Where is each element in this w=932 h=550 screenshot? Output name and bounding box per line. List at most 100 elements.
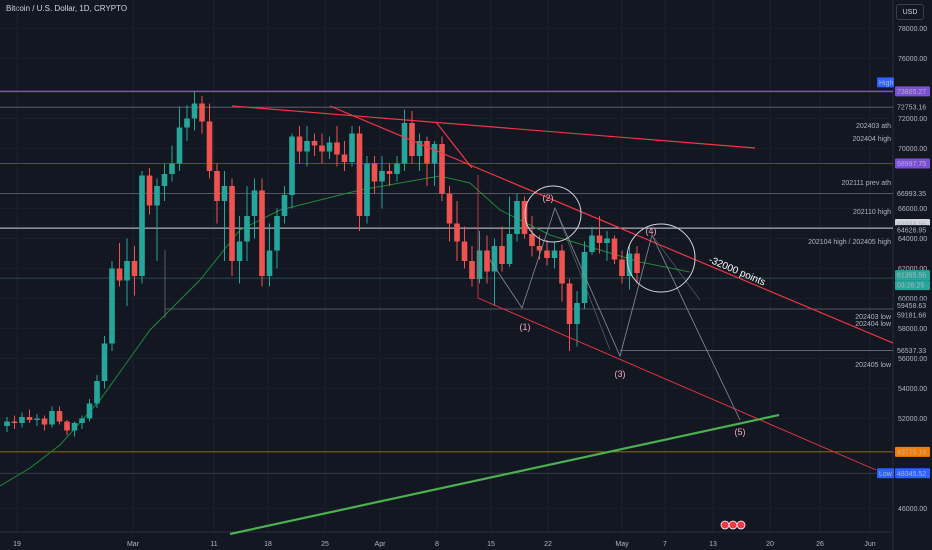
candle — [64, 420, 70, 435]
support-trendline — [229, 413, 780, 536]
candle — [604, 231, 610, 261]
candle — [619, 250, 625, 284]
x-tick-label: 25 — [321, 541, 329, 548]
candle — [139, 171, 145, 284]
candle — [634, 246, 640, 284]
wave-label: (2) — [543, 193, 554, 203]
candle — [191, 91, 198, 131]
candle-body — [529, 234, 535, 246]
candle-body — [169, 163, 175, 174]
candle — [544, 240, 550, 266]
candle — [499, 226, 505, 272]
candle — [454, 201, 460, 261]
candle — [364, 156, 370, 224]
candle — [221, 171, 228, 261]
candle — [11, 415, 18, 429]
candle-body — [356, 133, 363, 216]
x-tick-label: Mar — [127, 541, 140, 548]
currency-button[interactable]: USD — [896, 4, 924, 20]
wave-connector — [651, 234, 701, 301]
candle-body — [544, 250, 550, 258]
candle-body — [469, 261, 475, 279]
candle — [94, 375, 100, 408]
y-tick-label: 64000.00 — [898, 236, 927, 243]
y-tick-label: 72000.00 — [898, 116, 927, 123]
candle — [431, 141, 438, 186]
y-tick-label: 66000.00 — [898, 206, 927, 213]
candle — [79, 415, 85, 429]
candle — [199, 96, 205, 134]
points-annotation: -32000 points — [707, 255, 767, 289]
candle-body — [146, 175, 153, 206]
price-tag: 66993.35 — [895, 188, 930, 199]
event-icon — [720, 520, 730, 530]
candle-body — [274, 216, 280, 251]
candle-body — [476, 250, 483, 279]
candle-body — [589, 235, 595, 252]
candle-body — [611, 238, 618, 260]
svg-text:03:26:25: 03:26:25 — [897, 283, 924, 290]
candle-body — [56, 411, 63, 422]
candle — [626, 246, 633, 290]
candle — [514, 193, 520, 242]
candle-body — [34, 418, 40, 420]
candle — [56, 406, 63, 425]
y-tick-label: 70000.00 — [898, 146, 927, 153]
candle — [161, 163, 168, 201]
candle — [356, 126, 363, 231]
x-tick-label: Apr — [375, 541, 387, 548]
candle-body — [296, 136, 303, 152]
candle — [506, 196, 513, 267]
candle-body — [79, 418, 85, 423]
svg-text:66993.35: 66993.35 — [897, 191, 926, 198]
candle-body — [409, 123, 415, 156]
level-name: 202403 ath — [856, 123, 891, 130]
candle — [529, 216, 535, 257]
candle-body — [521, 201, 528, 234]
wave-label: (3) — [615, 369, 626, 379]
candle-body — [431, 144, 438, 164]
x-tick-label: 26 — [816, 541, 824, 548]
candle-body — [439, 144, 445, 194]
candle-body — [4, 421, 10, 426]
candle — [109, 261, 115, 351]
candle-body — [244, 216, 250, 242]
candle-body — [536, 246, 543, 251]
level-name: 202104 high / 202405 high — [808, 239, 891, 246]
price-tag: 68997.75 — [895, 158, 930, 169]
y-tick-label: 58000.00 — [898, 326, 927, 333]
candle — [116, 243, 123, 287]
candle — [236, 216, 243, 284]
candle-body — [386, 171, 393, 174]
level-name: 202110 high — [853, 209, 891, 216]
candle — [491, 238, 498, 306]
wave-label: (4) — [646, 226, 657, 236]
candle-body — [619, 259, 625, 276]
trendline-channel-lower — [477, 297, 877, 471]
event-icon — [728, 520, 738, 530]
x-tick-label: 18 — [264, 541, 272, 548]
price-tag-ath: 73805.27 — [895, 86, 930, 97]
svg-text:Low: Low — [879, 471, 893, 478]
candle — [341, 141, 348, 171]
candle-body — [364, 163, 370, 216]
candle — [371, 156, 378, 194]
candle-body — [289, 136, 295, 195]
wave-label: (5) — [735, 427, 746, 437]
candle — [289, 133, 295, 209]
candle-body — [446, 193, 453, 224]
price-tag-current: 61355.56 — [895, 270, 930, 281]
candle-body — [349, 133, 355, 162]
candle-body — [566, 283, 573, 324]
candle — [394, 156, 400, 182]
svg-text:73805.27: 73805.27 — [897, 89, 926, 96]
wave-connector — [554, 207, 611, 351]
y-tick-label: 52000.00 — [898, 416, 927, 423]
candle-body — [581, 252, 588, 303]
x-tick-label: 13 — [709, 541, 717, 548]
candle — [386, 163, 393, 186]
y-tick-label: 54000.00 — [898, 386, 927, 393]
candle — [439, 136, 445, 201]
candle — [34, 414, 40, 426]
